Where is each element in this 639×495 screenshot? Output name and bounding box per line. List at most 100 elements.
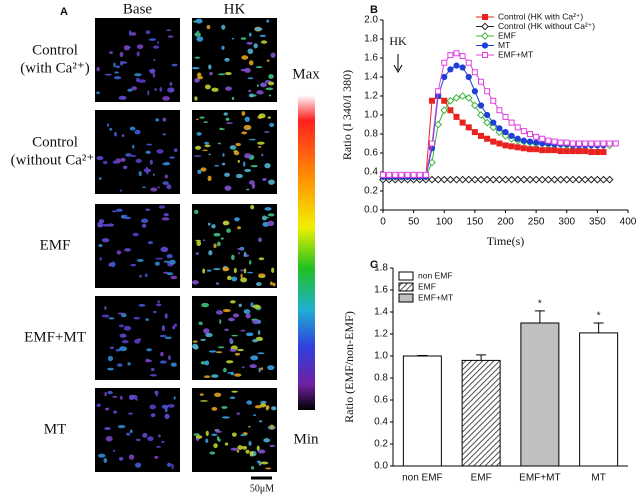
cell: [254, 405, 263, 409]
cell: [252, 319, 259, 325]
cell: [156, 445, 162, 448]
marker: [514, 144, 521, 151]
cell: [107, 367, 114, 371]
cell: [208, 153, 211, 156]
cell: [117, 425, 126, 429]
micrograph: [192, 18, 277, 102]
significance: *: [597, 311, 601, 322]
cell: [149, 374, 157, 377]
cell: [127, 88, 133, 92]
column-header: Base: [123, 1, 153, 17]
marker: [435, 88, 442, 95]
annotation: HK: [389, 34, 407, 48]
cell: [258, 257, 265, 261]
cell: [127, 362, 131, 366]
cell: [244, 168, 252, 173]
cell: [114, 131, 117, 137]
marker: [569, 140, 576, 147]
cell: [231, 390, 238, 393]
significance: *: [538, 299, 542, 310]
cell: [133, 316, 140, 320]
cell: [120, 157, 126, 162]
marker: [453, 113, 460, 120]
cell: [146, 143, 153, 146]
marker: [514, 124, 521, 131]
cell: [257, 352, 265, 355]
cell: [159, 360, 167, 364]
cell: [105, 435, 113, 442]
cell: [116, 363, 123, 367]
cell: [158, 434, 161, 438]
cell: [158, 205, 166, 209]
cell: [225, 122, 233, 124]
cell: [204, 84, 211, 90]
cell: [216, 310, 224, 315]
marker: [484, 135, 491, 142]
marker: [446, 175, 455, 184]
cell: [267, 116, 272, 119]
cell: [203, 121, 208, 124]
marker: [538, 175, 547, 184]
legend-label: Control (HK without Ca²⁺): [498, 21, 595, 31]
cell: [231, 254, 235, 261]
cell: [170, 362, 177, 367]
micrograph: [95, 18, 180, 102]
cell: [236, 412, 240, 415]
cell: [195, 18, 203, 24]
series-line: [383, 52, 616, 176]
marker: [533, 139, 540, 146]
cell: [222, 220, 230, 226]
marker: [551, 147, 558, 154]
cell: [128, 412, 133, 415]
cell: [203, 328, 210, 334]
marker: [477, 111, 485, 119]
cell: [241, 366, 245, 369]
row-label: Control: [32, 134, 78, 150]
marker: [482, 52, 488, 58]
marker: [459, 119, 466, 126]
row-label: Control: [32, 42, 78, 58]
cell: [205, 438, 209, 443]
cell: [108, 317, 115, 320]
marker: [502, 129, 509, 136]
marker: [434, 175, 443, 184]
cell: [162, 133, 167, 136]
marker: [544, 175, 553, 184]
arrow-head: [393, 64, 403, 74]
micrograph: [95, 388, 180, 472]
cell: [230, 447, 239, 451]
cell: [129, 126, 136, 131]
cell: [118, 324, 124, 328]
cell: [168, 355, 171, 361]
cell: [124, 248, 131, 252]
cell: [225, 71, 232, 76]
cell: [243, 309, 251, 314]
marker: [551, 138, 558, 145]
cell: [96, 155, 104, 161]
cell: [141, 223, 147, 228]
cell: [265, 87, 274, 91]
cell: [121, 134, 125, 138]
cell: [220, 237, 224, 240]
cell: [163, 260, 171, 263]
marker: [550, 175, 559, 184]
cell: [268, 81, 275, 86]
cell: [262, 177, 267, 182]
cell: [107, 223, 115, 227]
cell: [104, 306, 107, 310]
marker: [520, 137, 527, 144]
marker: [429, 97, 435, 104]
marker: [605, 175, 614, 184]
cell: [199, 393, 204, 396]
micrograph: [192, 296, 277, 380]
y-axis-label: Ratio (I 340/I 380): [340, 70, 354, 160]
cell: [231, 96, 235, 101]
cell: [260, 461, 269, 465]
cell: [221, 416, 230, 419]
y-tick-label: 1.6: [364, 53, 378, 64]
marker: [434, 120, 443, 129]
cell: [192, 340, 198, 343]
y-tick-label: 0.0: [364, 205, 378, 216]
cell: [252, 339, 259, 343]
marker: [582, 140, 589, 147]
